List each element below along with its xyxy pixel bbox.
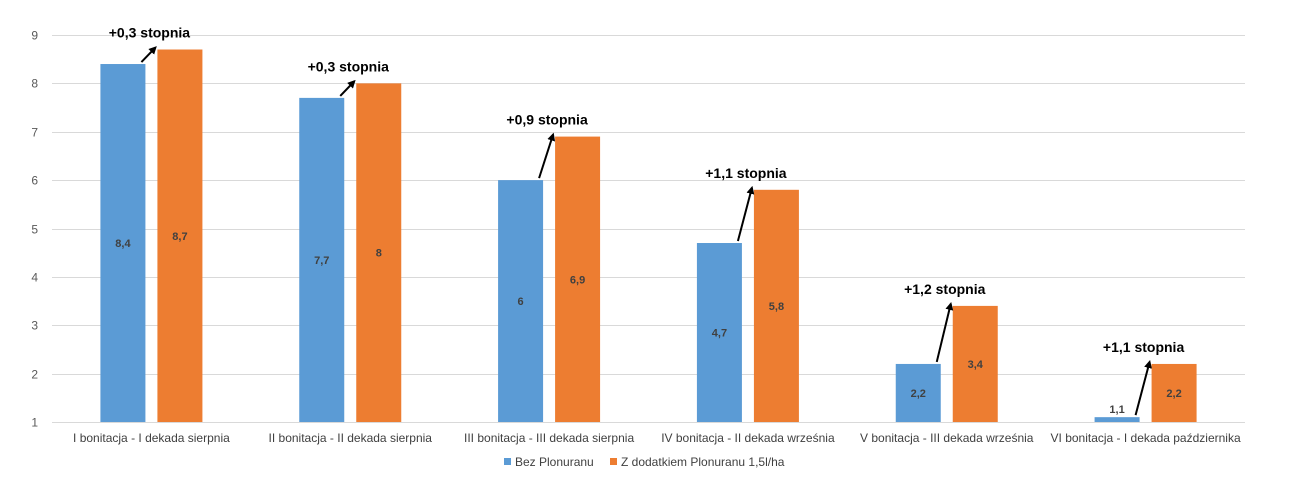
data-label: 2,2 xyxy=(911,388,926,400)
bar xyxy=(1094,417,1140,422)
difference-annotation: +1,1 stopnia xyxy=(705,165,787,181)
bar xyxy=(555,136,601,422)
y-tick-label: 9 xyxy=(31,29,38,43)
difference-annotation: +1,2 stopnia xyxy=(904,281,986,297)
difference-annotation: +0,3 stopnia xyxy=(109,25,191,41)
difference-arrow xyxy=(339,79,356,97)
data-label: 2,2 xyxy=(1166,388,1181,400)
y-tick-label: 4 xyxy=(31,271,38,285)
difference-annotation: +0,3 stopnia xyxy=(308,58,390,74)
y-tick-label: 1 xyxy=(31,416,38,430)
y-tick-label: 3 xyxy=(31,319,38,333)
data-label: 8 xyxy=(376,248,382,260)
legend-swatch xyxy=(610,458,617,465)
x-category-label: III bonitacja - III dekada sierpnia xyxy=(464,431,634,445)
legend-swatch xyxy=(504,458,511,465)
x-category-label: IV bonitacja - II dekada września xyxy=(661,431,835,445)
bar xyxy=(753,189,799,422)
bar xyxy=(157,49,203,422)
y-tick-label: 7 xyxy=(31,126,38,140)
bar xyxy=(1151,363,1197,422)
x-category-label: VI bonitacja - I dekada października xyxy=(1051,431,1241,445)
legend-label: Z dodatkiem Plonuranu 1,5l/ha xyxy=(621,455,785,469)
y-tick-label: 5 xyxy=(31,223,38,237)
data-label: 3,4 xyxy=(968,359,984,371)
data-labels: 8,4 8,7 7,7 8 6 6,9 4,7 5,8 2,2 3,4 1,1 2,2 xyxy=(115,231,1181,416)
difference-annotation: +1,1 stopnia xyxy=(1103,339,1185,355)
gridlines xyxy=(52,35,1245,375)
bars xyxy=(100,49,1197,423)
y-tick-label: 2 xyxy=(31,368,38,382)
bar xyxy=(299,97,345,422)
y-tick-label: 8 xyxy=(31,77,38,91)
x-category-label: V bonitacja - III dekada września xyxy=(860,431,1034,445)
x-category-label: I bonitacja - I dekada sierpnia xyxy=(73,431,230,445)
data-label: 5,8 xyxy=(769,301,784,313)
difference-arrow xyxy=(935,301,954,363)
legend-label: Bez Plonuranu xyxy=(515,455,594,469)
data-label: 6 xyxy=(518,296,524,308)
bar xyxy=(895,363,941,422)
data-label: 7,7 xyxy=(314,255,329,267)
difference-arrow xyxy=(736,185,755,242)
bar xyxy=(356,83,402,422)
difference-annotation: +0,9 stopnia xyxy=(506,112,588,128)
bar xyxy=(952,305,998,422)
data-label: 8,7 xyxy=(172,231,187,243)
x-axis-category-labels: I bonitacja - I dekada sierpnia II bonita… xyxy=(73,431,1241,445)
x-category-label: II bonitacja - II dekada sierpnia xyxy=(269,431,433,445)
difference-annotations: +0,3 stopnia +0,3 stopnia +0,9 stopnia +1,1… xyxy=(109,25,1185,416)
y-axis-ticks: 1 2 3 4 5 6 7 8 9 xyxy=(31,29,38,430)
legend: Bez Plonuranu Z dodatkiem Plonuranu 1,5l/… xyxy=(504,455,785,469)
bar xyxy=(696,243,742,422)
y-tick-label: 6 xyxy=(31,174,38,188)
data-label: 8,4 xyxy=(115,238,131,250)
difference-arrow xyxy=(140,46,157,63)
data-label: 4,7 xyxy=(712,328,727,340)
bar xyxy=(498,180,544,422)
difference-arrow xyxy=(1134,360,1152,416)
data-label: 1,1 xyxy=(1109,404,1124,416)
bar xyxy=(100,64,146,423)
difference-arrow xyxy=(538,132,556,179)
data-label: 6,9 xyxy=(570,274,585,286)
